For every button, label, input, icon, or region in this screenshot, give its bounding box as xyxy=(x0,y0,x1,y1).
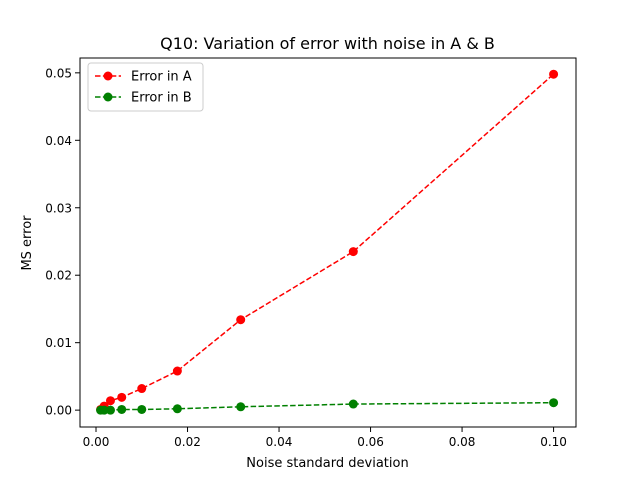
data-point-s1-8 xyxy=(348,247,358,257)
data-point-s2-9 xyxy=(549,398,559,408)
legend-box xyxy=(87,62,204,112)
data-point-s1-9 xyxy=(549,69,559,79)
x-tick-label-3: 0.04 xyxy=(266,435,293,449)
plot-area xyxy=(96,69,559,415)
y-tick-label-5: 0.04 xyxy=(45,134,72,148)
data-point-s2-7 xyxy=(236,402,246,412)
data-point-s2-8 xyxy=(348,399,358,409)
y-tick-label-2: 0.01 xyxy=(45,336,72,350)
x-tick-label-2: 0.02 xyxy=(174,435,201,449)
data-point-s2-4 xyxy=(117,404,127,414)
legend-marker-2 xyxy=(103,92,113,102)
y-tick-label-6: 0.05 xyxy=(45,66,72,80)
data-point-s2-2 xyxy=(99,405,109,415)
data-point-s1-4 xyxy=(117,392,127,402)
x-tick-label-1: 0.00 xyxy=(83,435,110,449)
y-tick-label-1: 0.00 xyxy=(45,404,72,418)
legend-label-1: Error in A xyxy=(131,70,192,85)
y-tick-label-3: 0.02 xyxy=(45,269,72,283)
data-point-s2-5 xyxy=(137,404,147,414)
data-point-s1-5 xyxy=(137,384,147,394)
data-point-s1-7 xyxy=(236,315,246,325)
data-point-s1-6 xyxy=(172,366,182,376)
legend-marker-1 xyxy=(103,71,113,81)
chart-title: Q10: Variation of error with noise in A … xyxy=(160,34,495,53)
x-axis-label: Noise standard deviation xyxy=(246,456,408,471)
data-point-s1-3 xyxy=(105,396,115,406)
data-point-s2-3 xyxy=(105,405,115,415)
legend-label-2: Error in B xyxy=(131,91,192,106)
x-tick-label-5: 0.08 xyxy=(449,435,476,449)
series-line-1 xyxy=(100,73,555,411)
y-axis-label: MS error xyxy=(20,215,35,271)
y-tick-label-4: 0.03 xyxy=(45,201,72,215)
axes-frame xyxy=(79,57,577,428)
data-point-s2-6 xyxy=(172,404,182,414)
x-tick-label-6: 0.10 xyxy=(540,435,567,449)
legend: Error in A Error in B xyxy=(87,62,204,112)
axes: 0.00 0.02 0.04 0.06 0.08 0.10 0.00 0.01 0.02 0.03… xyxy=(45,57,577,449)
x-tick-label-4: 0.06 xyxy=(357,435,384,449)
